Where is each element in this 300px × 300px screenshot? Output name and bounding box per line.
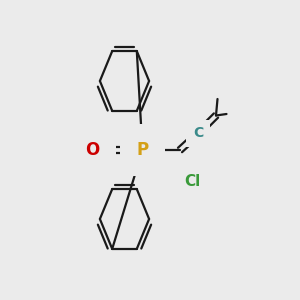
Text: P: P — [136, 141, 148, 159]
Text: C: C — [193, 127, 203, 140]
Text: O: O — [85, 141, 99, 159]
Text: Cl: Cl — [184, 174, 200, 189]
